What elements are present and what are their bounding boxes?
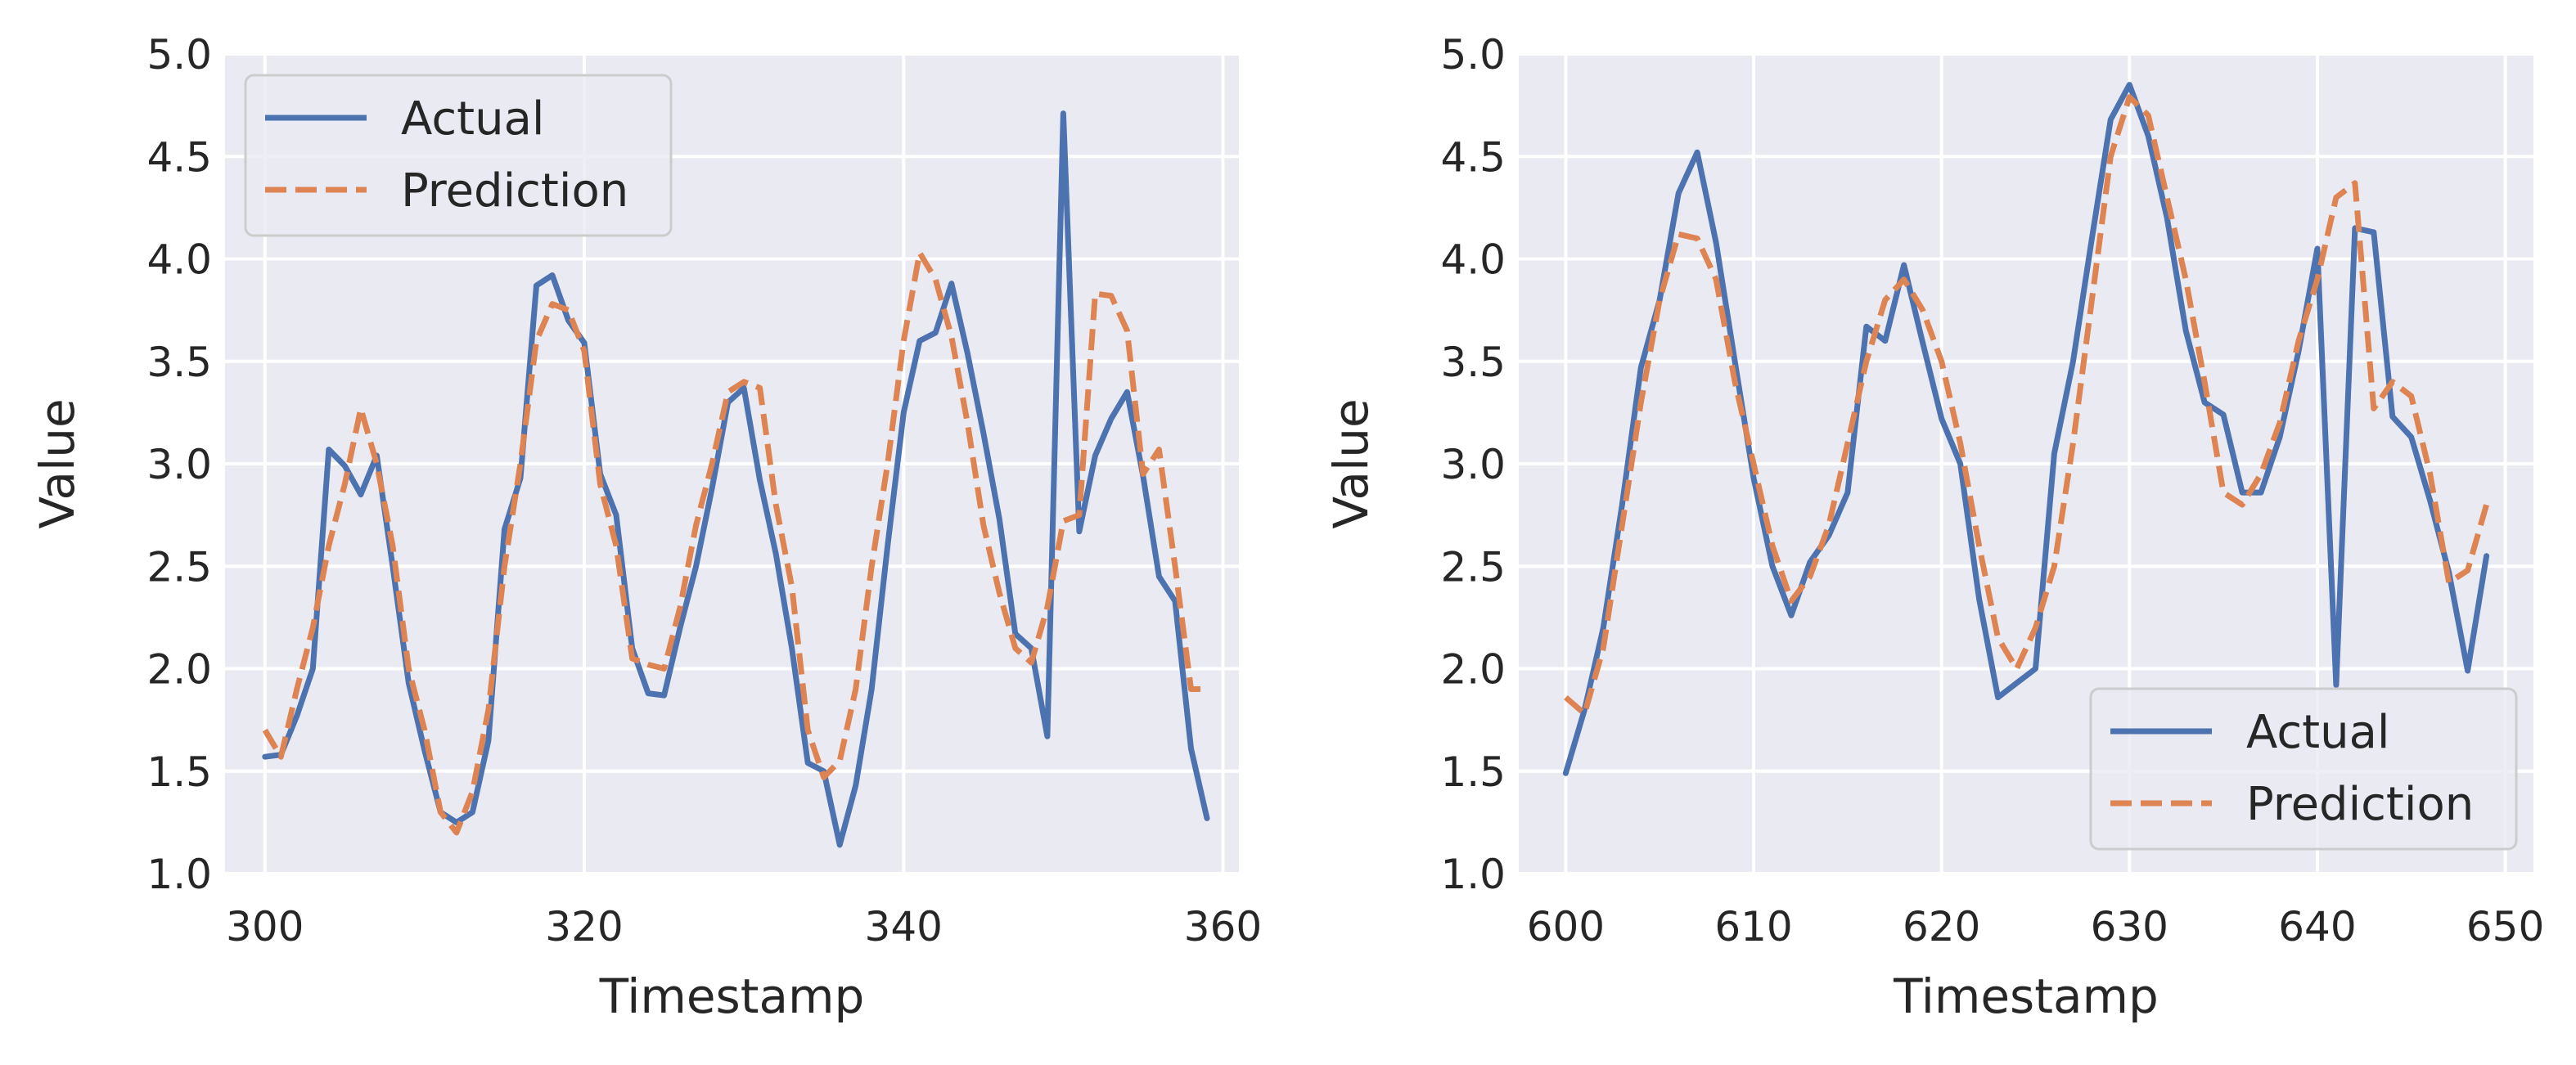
series-line-actual <box>262 110 1210 848</box>
x-axis-label: Timestamp <box>599 968 865 1024</box>
y-tick-label: 4.0 <box>1440 236 1506 284</box>
legend: Actual Prediction <box>244 74 673 237</box>
y-tick-label: 2.5 <box>146 543 212 591</box>
x-tick-label: 600 <box>1527 903 1605 950</box>
y-tick-label: 2.0 <box>1440 646 1506 694</box>
x-tick-label: 340 <box>865 903 943 950</box>
y-tick-label: 1.5 <box>146 748 212 796</box>
legend-label-actual: Actual <box>401 92 544 146</box>
y-tick-label: 2.5 <box>1440 543 1506 591</box>
y-tick-label: 1.0 <box>146 851 212 898</box>
y-tick-label: 5.0 <box>146 31 212 79</box>
legend: Actual Prediction <box>2089 687 2518 851</box>
series-line-prediction <box>262 249 1207 836</box>
y-tick-label: 5.0 <box>1440 31 1506 79</box>
x-tick-label: 360 <box>1184 903 1262 950</box>
y-tick-label: 3.5 <box>1440 339 1506 386</box>
y-tick-label: 4.5 <box>146 133 212 181</box>
x-tick-label: 640 <box>2278 903 2356 950</box>
y-tick-label: 4.5 <box>1440 133 1506 181</box>
x-tick-label: 650 <box>2466 903 2544 950</box>
y-tick-label: 1.0 <box>1440 851 1506 898</box>
y-tick-label: 2.0 <box>146 646 212 694</box>
x-tick-label: 300 <box>226 903 304 950</box>
y-tick-label: 1.5 <box>1440 748 1506 796</box>
legend-label-prediction: Prediction <box>401 164 628 218</box>
x-tick-label: 620 <box>1903 903 1980 950</box>
gridlines <box>1519 52 2533 875</box>
x-tick-label: 320 <box>545 903 623 950</box>
chart-panel-2: 1.0 1.5 2.0 2.5 3.0 3.5 4.0 4.5 5.0 600 610 620 630 6… <box>1323 31 2544 1024</box>
y-axis-label: Value <box>1323 398 1379 528</box>
y-axis-label: Value <box>29 398 85 528</box>
y-tick-label: 3.0 <box>146 441 212 488</box>
series-line-actual <box>1562 82 2490 776</box>
x-axis-label: Timestamp <box>1893 968 2159 1024</box>
x-tick-label: 610 <box>1714 903 1792 950</box>
y-tick-label: 4.0 <box>146 236 212 284</box>
legend-label-prediction: Prediction <box>2246 778 2474 831</box>
series-line-prediction <box>1564 94 2489 717</box>
chart-panel-1: 1.0 1.5 2.0 2.5 3.0 3.5 4.0 4.5 5.0 300 320 340 360 T… <box>29 31 1262 1024</box>
x-tick-label: 630 <box>2091 903 2168 950</box>
legend-label-actual: Actual <box>2246 706 2389 759</box>
y-tick-label: 3.0 <box>1440 441 1506 488</box>
y-tick-label: 3.5 <box>146 339 212 386</box>
